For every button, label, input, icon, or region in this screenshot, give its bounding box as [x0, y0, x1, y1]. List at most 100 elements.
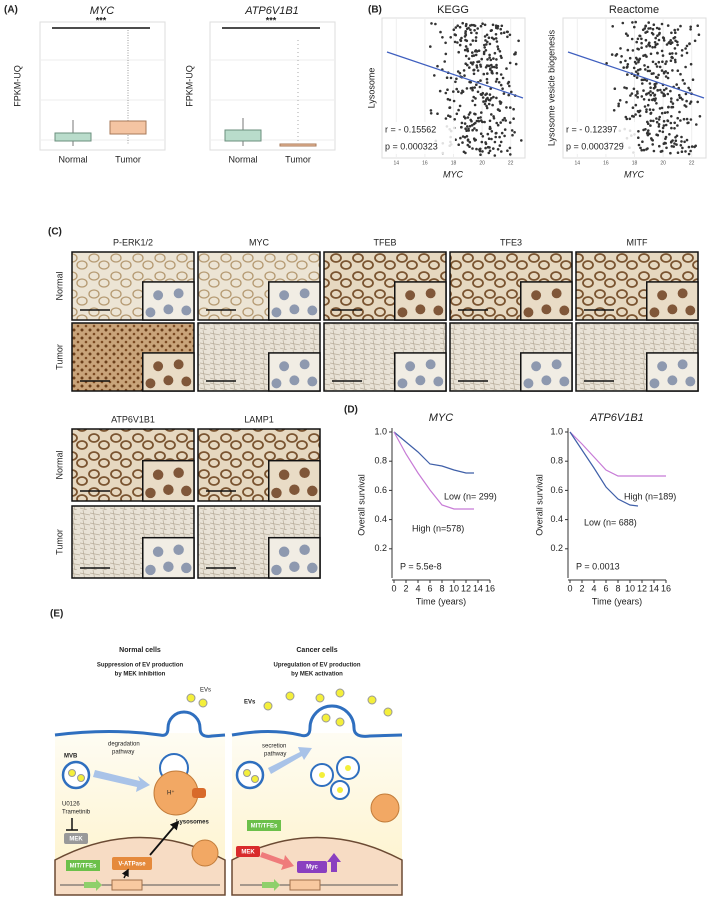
x-tick-label: Normal — [58, 154, 87, 164]
scatter-dot — [498, 50, 502, 53]
scatter-dot — [508, 121, 512, 124]
scatter-dot — [636, 95, 639, 99]
scatter-dot — [444, 117, 448, 120]
scatter-dot — [473, 86, 477, 89]
nucleus — [541, 304, 552, 315]
scatter-dot — [468, 124, 472, 128]
scatter-dot — [475, 128, 478, 132]
scatter-dot — [654, 62, 658, 66]
scatter-dot — [465, 135, 469, 138]
y-tick-label: 1.0 — [374, 426, 387, 436]
scatter-dot — [662, 94, 665, 98]
scatter-dot — [658, 65, 662, 69]
scatter-dot — [675, 134, 679, 138]
scatter-dot — [504, 119, 508, 122]
x-tick-label: 2 — [403, 583, 408, 593]
scatter-dot — [641, 28, 645, 32]
scatter-dot — [448, 106, 451, 109]
scatter-dot — [458, 25, 462, 29]
scatter-dot — [475, 31, 478, 35]
scatter-dot — [645, 132, 649, 135]
nucleus — [551, 359, 562, 370]
scatter-dot — [467, 57, 471, 60]
scatter-dot — [634, 103, 638, 107]
scatter-dot — [486, 40, 489, 44]
scatter-dot — [483, 23, 487, 27]
p-value: P = 0.0013 — [576, 561, 620, 571]
scatter-dot — [669, 121, 673, 125]
scatter-dot — [481, 22, 484, 26]
scatter-dot — [649, 86, 652, 89]
plot-title: KEGG — [437, 4, 469, 16]
scatter-dot — [483, 43, 486, 47]
scatter-dot — [646, 147, 649, 150]
scatter-dot — [497, 47, 500, 51]
schematic-subtitle: Upregulation of EV production — [274, 663, 361, 669]
scatter-dot — [490, 137, 493, 141]
scatter-dot — [461, 21, 465, 25]
scatter-plot: KEGG Lysosome MYC 14 16 18 20 22 r = - 0.1556… — [366, 4, 526, 179]
label: Lysosomes — [176, 820, 209, 826]
ev — [337, 787, 343, 793]
scatter-dot — [455, 112, 459, 116]
scatter-dot — [452, 99, 456, 103]
plot-area — [209, 21, 336, 151]
scatter-dot — [673, 142, 676, 145]
x-label: Time (years) — [416, 596, 466, 606]
scatter-dot — [688, 88, 692, 92]
scatter-dot — [649, 93, 652, 97]
r-value: r = - 0.15562 — [385, 124, 436, 134]
survival-curve — [393, 431, 474, 474]
ev — [251, 775, 259, 783]
panel-label: (A) — [4, 5, 18, 16]
scatter-dot — [481, 135, 485, 138]
gene — [111, 879, 143, 891]
scatter-dot — [498, 135, 501, 139]
nucleus — [279, 290, 290, 301]
arrow — [93, 770, 150, 792]
scatter-dot — [457, 143, 461, 146]
scatter-dot — [476, 69, 480, 72]
scatter-dot — [624, 32, 628, 35]
scatter-dot — [658, 115, 661, 119]
scatter-dot — [655, 102, 658, 105]
scatter-dot — [469, 43, 472, 46]
scatter-dot — [487, 64, 490, 68]
y-tick-label: 0.8 — [374, 456, 387, 466]
scatter-dot — [499, 27, 503, 31]
label: MEK — [241, 850, 255, 856]
scatter-dot — [486, 132, 490, 136]
scatter-dot — [478, 85, 482, 89]
nucleus — [405, 290, 416, 301]
scatter-dot — [469, 118, 473, 122]
scatter-dot — [670, 115, 673, 118]
panel-label: (E) — [50, 609, 63, 620]
scatter-dot — [479, 153, 482, 156]
scatter-dot — [443, 60, 447, 63]
x-tick-label: 6 — [603, 583, 608, 593]
scatter-dot — [666, 76, 670, 80]
label: secretion — [262, 744, 286, 750]
scatter-dot — [507, 80, 511, 84]
scatter-dot — [628, 56, 632, 60]
ev — [243, 769, 251, 777]
scatter-dot — [647, 129, 650, 132]
scatter-dot — [658, 129, 661, 133]
scatter-dot — [655, 65, 659, 68]
scatter-dot — [436, 112, 439, 115]
nucleus — [289, 304, 300, 315]
scatter-dot — [463, 122, 467, 125]
scatter-dot — [495, 71, 499, 75]
scatter-dot — [492, 95, 495, 99]
scatter-dot — [664, 123, 668, 127]
nucleus — [163, 375, 174, 386]
x-tick-label: 6 — [427, 583, 432, 593]
scatter-dot — [506, 30, 510, 34]
scatter-dot — [684, 92, 688, 96]
scatter-dot — [649, 119, 653, 123]
scatter-dot — [489, 58, 493, 62]
scatter-dot — [454, 26, 458, 29]
scatter-dot — [462, 69, 466, 72]
p-value: P = 5.5e-8 — [400, 561, 442, 571]
nucleus — [415, 375, 426, 386]
